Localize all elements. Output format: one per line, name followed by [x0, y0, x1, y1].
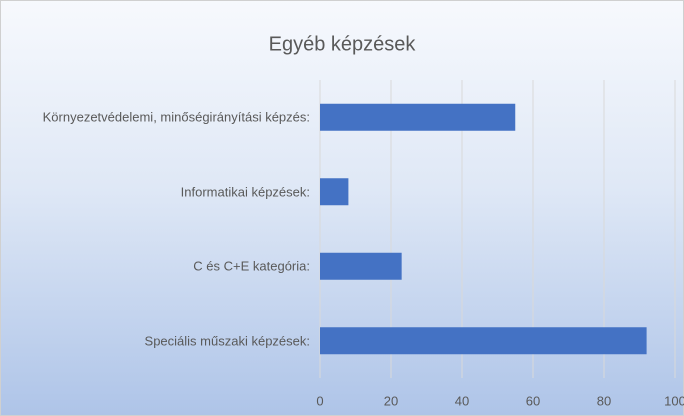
y-tick-label: C és C+E kategória: — [193, 258, 310, 274]
y-tick-label-box: Speciális műszaki képzések: — [0, 332, 310, 349]
bar — [320, 252, 402, 280]
y-tick-label-box: C és C+E kategória: — [0, 258, 310, 275]
y-tick-label-box: Környezetvédelemi, minőségirányítási kép… — [0, 109, 310, 126]
bar — [320, 103, 516, 131]
x-tick-label: 40 — [455, 393, 469, 408]
x-tick-label: 0 — [316, 393, 323, 408]
x-tick-label: 80 — [597, 393, 611, 408]
x-tick-label: 20 — [384, 393, 398, 408]
bar — [320, 327, 647, 355]
bar — [320, 178, 349, 206]
y-tick-label: Speciális műszaki képzések: — [144, 333, 310, 349]
y-tick-label: Informatikai képzések: — [180, 184, 310, 200]
y-tick-label: Környezetvédelemi, minőségirányítási kép… — [42, 109, 310, 125]
x-tick-label: 100 — [664, 393, 684, 408]
x-tick-label: 60 — [526, 393, 540, 408]
chart-title: Egyéb képzések — [269, 33, 417, 55]
y-tick-label-box: Informatikai képzések: — [0, 183, 310, 200]
